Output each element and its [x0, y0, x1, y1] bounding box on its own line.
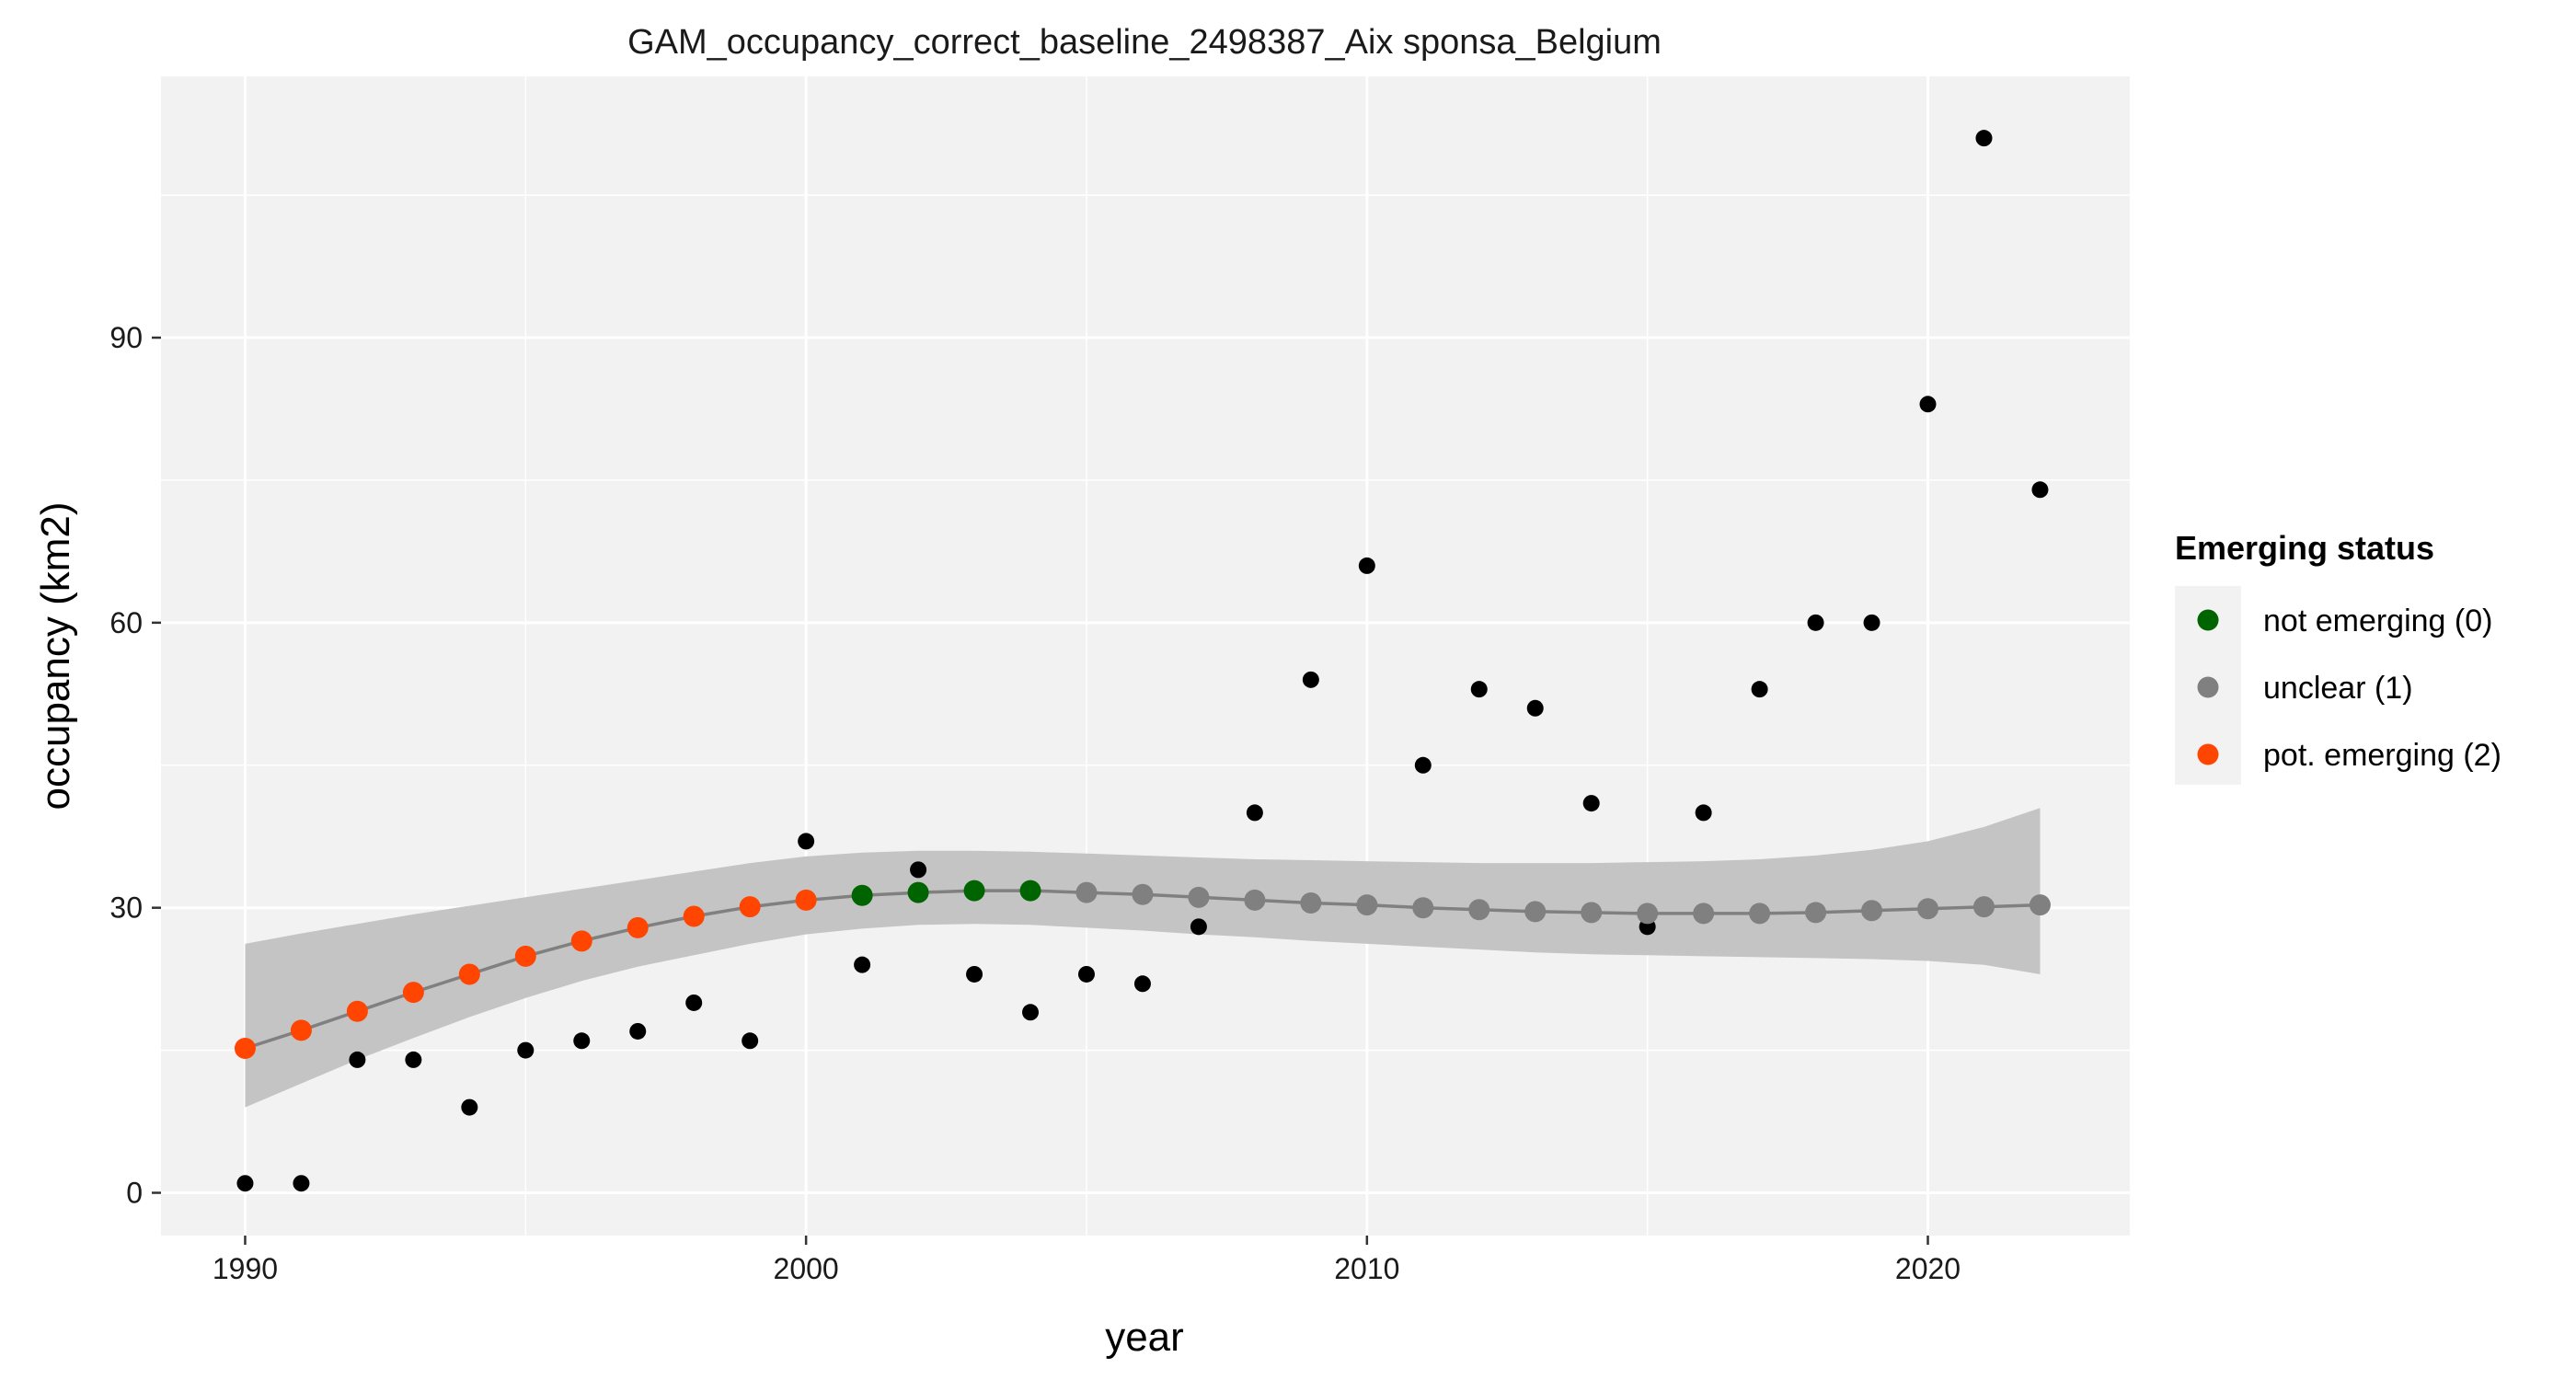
fitted-point: [1188, 886, 1210, 908]
x-tick-label: 2000: [774, 1252, 839, 1285]
plot-panel: [161, 76, 2130, 1236]
fitted-point: [458, 963, 480, 985]
fitted-point: [1749, 903, 1771, 925]
y-axis: 0 30 60 90: [109, 321, 161, 1210]
observed-point: [742, 1032, 759, 1050]
x-axis-title: year: [1105, 1315, 1184, 1360]
legend-label: unclear (1): [2263, 671, 2413, 706]
fitted-point: [234, 1038, 256, 1060]
observed-point: [236, 1175, 254, 1192]
grid-minor: [161, 76, 2130, 1236]
fitted-point: [1972, 896, 1995, 918]
observed-point: [1751, 681, 1768, 698]
y-tick-label: 30: [109, 891, 143, 925]
observed-point: [2031, 481, 2049, 499]
observed-point: [1133, 975, 1151, 993]
observed-point: [405, 1051, 422, 1068]
observed-point: [1526, 699, 1544, 717]
y-tick-label: 0: [126, 1177, 143, 1210]
x-tick-label: 1990: [213, 1252, 278, 1285]
fitted-point: [1917, 898, 1939, 920]
fitted-point: [627, 916, 649, 938]
observed-point: [798, 833, 815, 850]
fitted-point: [1075, 881, 1098, 903]
observed-points: [236, 130, 2049, 1192]
y-tick-label: 90: [109, 321, 143, 354]
fitted-point: [1805, 902, 1827, 924]
x-axis: 1990 2000 2010 2020: [213, 1236, 1961, 1285]
observed-point: [1807, 614, 1824, 631]
observed-point: [854, 956, 871, 973]
confidence-band: [245, 808, 2041, 1108]
observed-point: [629, 1022, 647, 1040]
fitted-point: [963, 880, 985, 902]
observed-point: [461, 1098, 478, 1116]
observed-point: [573, 1032, 591, 1050]
fitted-point: [1356, 894, 1378, 916]
observed-point: [685, 994, 703, 1011]
observed-point: [1077, 965, 1095, 983]
fitted-point: [1693, 903, 1715, 925]
observed-point: [1919, 396, 1937, 413]
legend-label: pot. emerging (2): [2263, 738, 2501, 773]
fitted-point: [1244, 889, 1266, 911]
observed-point: [1470, 681, 1488, 698]
observed-point: [1975, 130, 1993, 147]
fitted-point: [907, 881, 929, 903]
observed-point: [349, 1051, 366, 1068]
fit-points: [234, 880, 2051, 1060]
observed-point: [1414, 756, 1432, 774]
fitted-point: [1300, 892, 1322, 914]
x-tick-label: 2020: [1895, 1252, 1961, 1285]
observed-point: [1246, 804, 1263, 822]
fitted-point: [1019, 880, 1041, 902]
observed-point: [1022, 1004, 1040, 1021]
fitted-point: [851, 884, 873, 906]
fitted-point: [1637, 903, 1659, 925]
observed-point: [1358, 557, 1375, 574]
fitted-point: [1861, 900, 1883, 922]
fitted-point: [570, 930, 592, 952]
observed-point: [293, 1175, 310, 1192]
legend-key: [2197, 743, 2219, 765]
legend: Emerging status not emerging (0) unclear …: [2175, 529, 2501, 785]
fitted-point: [290, 1019, 312, 1041]
legend-label: not emerging (0): [2263, 604, 2492, 638]
fitted-point: [346, 1000, 368, 1022]
observed-point: [966, 965, 983, 983]
fitted-point: [1468, 899, 1490, 921]
observed-point: [1582, 795, 1600, 812]
fitted-point: [402, 982, 424, 1004]
x-tick-label: 2010: [1334, 1252, 1399, 1285]
observed-point: [1190, 918, 1207, 936]
observed-point: [1302, 671, 1319, 688]
legend-key: [2197, 609, 2219, 631]
legend-key: [2197, 676, 2219, 698]
fitted-point: [683, 905, 705, 927]
fitted-point: [1132, 883, 1154, 905]
fitted-point: [795, 889, 817, 911]
fitted-point: [1524, 901, 1547, 923]
fitted-point: [1581, 902, 1603, 924]
y-tick-label: 60: [109, 606, 143, 639]
observed-point: [910, 861, 927, 879]
y-axis-title: occupancy (km2): [33, 501, 78, 810]
chart-title: GAM_occupancy_correct_baseline_2498387_A…: [627, 23, 1662, 62]
fitted-point: [514, 945, 536, 967]
fitted-point: [2029, 894, 2051, 916]
fitted-point: [739, 896, 761, 918]
observed-point: [517, 1041, 535, 1059]
observed-point: [1695, 804, 1712, 822]
observed-point: [1863, 614, 1880, 631]
legend-title: Emerging status: [2175, 529, 2434, 567]
fitted-point: [1412, 897, 1434, 919]
